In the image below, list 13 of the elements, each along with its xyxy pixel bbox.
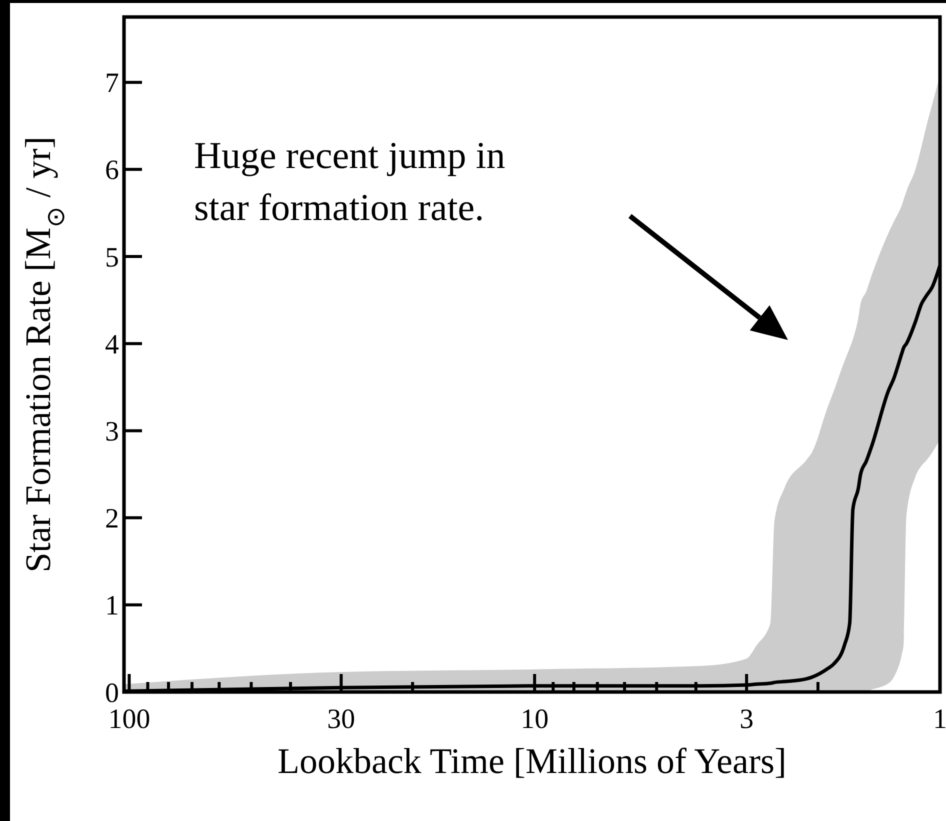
y-tick-label: 4 [105, 329, 119, 360]
y-tick-label: 2 [105, 504, 119, 535]
x-tick-label: 30 [327, 704, 356, 735]
y-tick-label: 5 [105, 242, 119, 274]
x-tick-label: 10 [520, 704, 549, 735]
y-tick-label: 7 [105, 68, 119, 100]
y-tick-label: 6 [105, 155, 119, 186]
annotation: Huge recent jump in star formation rate. [194, 135, 506, 229]
y-tick-label: 3 [105, 416, 119, 448]
x-axis-title: Lookback Time [Millions of Years] [277, 741, 787, 781]
y-tick-label: 1 [105, 590, 119, 622]
x-tick-label: 3 [740, 704, 754, 735]
x-tick-label: 1 [933, 704, 946, 735]
